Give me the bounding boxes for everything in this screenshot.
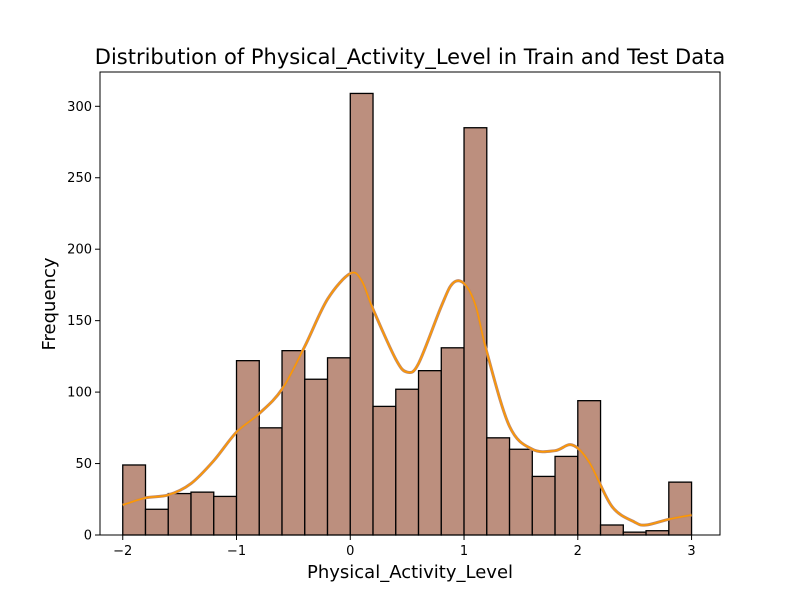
histogram-bar <box>668 481 693 536</box>
histogram-bar <box>554 455 579 536</box>
histogram-bar <box>531 475 556 536</box>
x-axis-title: Physical_Activity_Level <box>307 562 513 583</box>
histogram-bar <box>395 388 420 536</box>
histogram-bar <box>235 360 260 536</box>
histogram-bar <box>326 357 351 536</box>
histogram-bar <box>508 448 533 536</box>
y-tick-label: 0 <box>84 529 92 544</box>
x-tick-label: 0 <box>346 544 354 559</box>
histogram-bar <box>599 524 624 536</box>
x-tick-label: −2 <box>113 544 132 559</box>
histogram-bar <box>144 508 169 536</box>
bars-group <box>122 92 693 536</box>
histogram-bar <box>349 92 374 536</box>
axes-group: −2 −1 0 1 2 3 0 50 100 150 200 250 300 <box>67 71 721 559</box>
histogram-bar <box>440 347 465 536</box>
histogram-bar <box>417 370 442 536</box>
y-tick-label: 100 <box>67 386 92 401</box>
chart-title: Distribution of Physical_Activity_Level … <box>95 45 725 70</box>
x-tick-label: −1 <box>227 544 246 559</box>
histogram-bar <box>190 491 215 536</box>
histogram-bar <box>304 378 329 536</box>
kde-curve <box>122 271 692 526</box>
histogram-bar <box>577 400 602 536</box>
histogram-bar <box>645 530 670 536</box>
y-tick-label: 200 <box>67 243 92 258</box>
histogram-bar <box>258 427 283 536</box>
y-axis-title: Frequency <box>39 257 60 350</box>
x-tick-label: 1 <box>460 544 468 559</box>
y-tick-label: 300 <box>67 100 92 115</box>
histogram-bar <box>213 495 238 536</box>
histogram-bar <box>463 127 488 536</box>
plot-frame <box>99 71 721 536</box>
x-tick-label: 3 <box>687 544 695 559</box>
histogram-bar <box>167 492 192 536</box>
y-tick-label: 250 <box>67 171 92 186</box>
histogram-bar <box>281 350 306 536</box>
histogram-bar <box>372 405 397 536</box>
x-tick-label: 2 <box>574 544 582 559</box>
y-tick-label: 150 <box>67 314 92 329</box>
kde-group <box>122 270 692 527</box>
y-tick-label: 50 <box>75 457 92 472</box>
histogram-bar <box>486 437 511 536</box>
